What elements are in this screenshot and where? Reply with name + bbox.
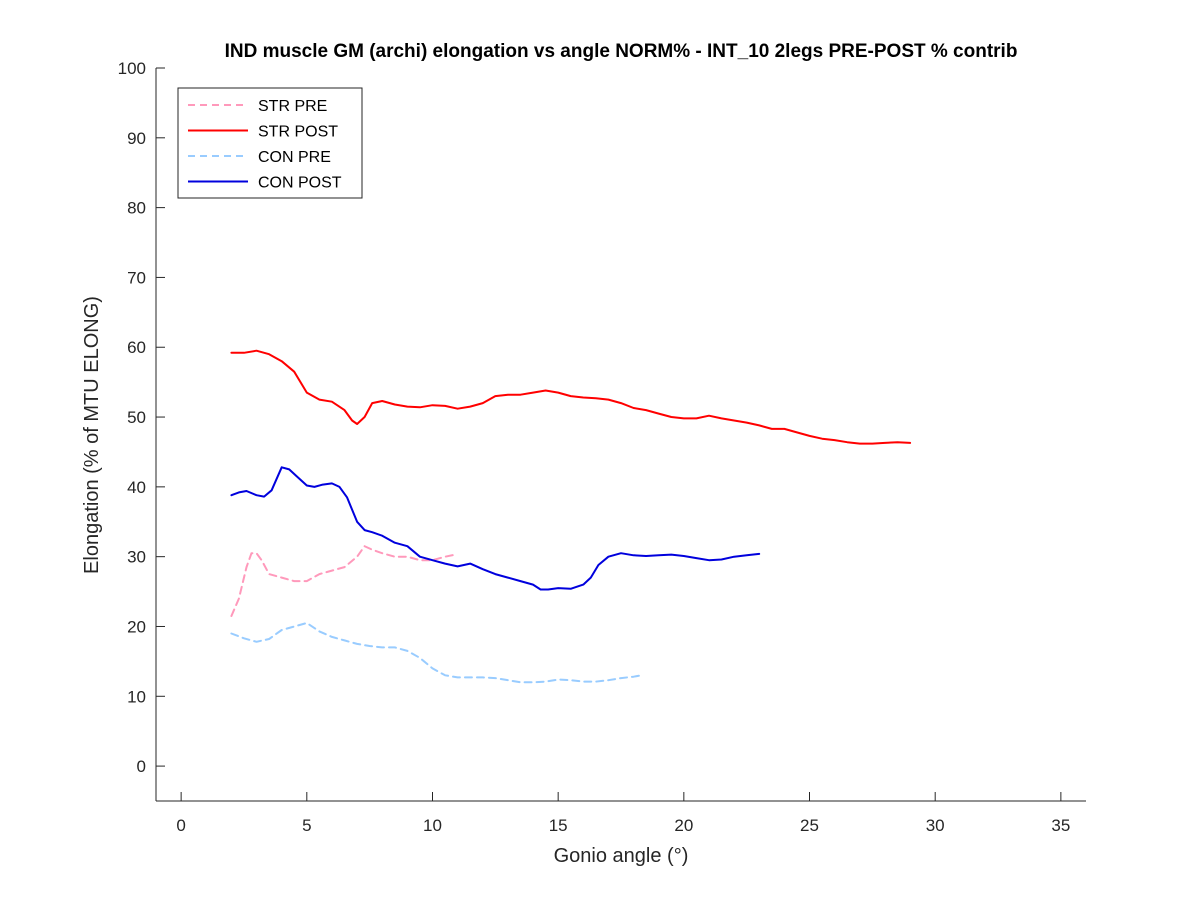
x-tick-label: 5 <box>302 816 311 835</box>
series-line-str-pre <box>230 545 457 617</box>
y-tick-label: 10 <box>127 687 146 706</box>
legend: STR PRE STR POST CON PRE CON POST <box>177 87 363 199</box>
x-tick-label: 0 <box>176 816 185 835</box>
legend-entry-label: CON POST <box>258 175 342 192</box>
y-tick-label: 70 <box>127 268 146 287</box>
x-axis-label: Gonio angle (°) <box>554 845 689 867</box>
y-tick-label: 20 <box>127 617 146 636</box>
series-layer <box>230 349 912 684</box>
y-axis-label: Elongation (% of MTU ELONG) <box>81 296 103 574</box>
x-tick-label: 10 <box>423 816 442 835</box>
series-line-con-pre <box>230 622 643 684</box>
y-tick-label: 0 <box>137 757 146 776</box>
x-tick-label: 15 <box>549 816 568 835</box>
series-line-str-post <box>230 349 912 445</box>
x-tick-label: 30 <box>926 816 945 835</box>
x-tick-label: 25 <box>800 816 819 835</box>
legend-entry-label: STR POST <box>258 124 338 141</box>
x-tick-label: 35 <box>1051 816 1070 835</box>
y-tick-label: 30 <box>127 548 146 567</box>
chart-title: IND muscle GM (archi) elongation vs angl… <box>225 41 1018 62</box>
y-axis: 0 10 20 30 40 50 60 70 80 90 100 <box>118 59 165 801</box>
x-tick-label: 20 <box>674 816 693 835</box>
y-tick-label: 60 <box>127 338 146 357</box>
legend-entry-label: STR PRE <box>258 98 327 115</box>
y-tick-label: 40 <box>127 478 146 497</box>
y-tick-label: 80 <box>127 199 146 218</box>
y-tick-label: 100 <box>118 59 146 78</box>
x-axis: 0 5 10 15 20 25 30 35 <box>156 792 1086 835</box>
series-line-con-post <box>230 466 761 591</box>
y-tick-label: 90 <box>127 129 146 148</box>
legend-box <box>177 87 363 199</box>
y-tick-label: 50 <box>127 408 146 427</box>
legend-entry-label: CON PRE <box>258 149 331 166</box>
